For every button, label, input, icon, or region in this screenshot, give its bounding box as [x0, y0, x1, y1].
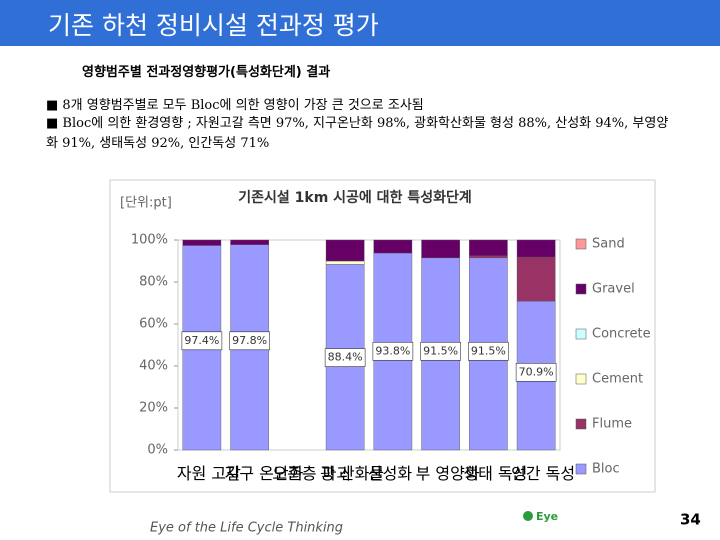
data-label: 93.8% — [375, 344, 410, 357]
data-label-box — [468, 341, 509, 361]
bar-segment — [469, 255, 508, 259]
legend-label: Cement — [592, 372, 643, 387]
data-label-box — [229, 331, 270, 351]
legend-label: Gravel — [592, 282, 635, 297]
data-label-box — [420, 341, 461, 361]
subtitle: 영향범주별 전과정영향평가(특성화단계) 결과 — [82, 65, 331, 80]
bar-segment — [516, 256, 556, 302]
bar-segment — [230, 239, 269, 245]
x-tick-label: 산성화 — [367, 464, 413, 483]
page-number: 34 — [680, 511, 701, 529]
bar-segment — [373, 239, 413, 254]
data-label: 97.8% — [232, 334, 267, 347]
legend-label: Concrete — [592, 327, 651, 342]
x-tick-label: 생태 독성 — [463, 464, 528, 483]
y-label: [단위:pt] — [120, 196, 172, 211]
y-tick-label: 60% — [139, 317, 168, 332]
data-label: 88.4% — [328, 351, 363, 364]
bar-segment — [182, 239, 222, 246]
x-tick-label: 지구 온난화 — [224, 464, 304, 483]
legend-swatch — [575, 238, 587, 250]
bullet: ■ Bloc에 의한 환경영향 ; 자원고갈 측면 97%, 지구온난화 98%… — [46, 116, 669, 151]
data-label-box — [324, 348, 366, 367]
data-label: 70.9% — [519, 365, 554, 378]
data-label-box — [181, 331, 223, 351]
legend-label: Sand — [592, 237, 625, 252]
slide-title: 기존 하천 정비시설 전과정 평가 — [48, 11, 379, 40]
chart-title: 기존시설 1km 시공에 대한 특성화단계 — [238, 189, 471, 206]
data-label: 97.4% — [184, 334, 219, 347]
y-tick-label: 20% — [139, 401, 168, 416]
slogan: Eye of the Life Cycle Thinking — [150, 521, 343, 536]
bar-segment — [421, 239, 460, 259]
legend-swatch — [575, 373, 587, 385]
x-tick-label: 자원 고갈 — [176, 464, 241, 483]
x-tick-label: 오존층 파괴 — [272, 464, 352, 483]
bar-segment — [469, 239, 508, 256]
bar-segment — [325, 239, 365, 262]
bar-segment — [516, 239, 556, 258]
y-tick-label: 100% — [131, 233, 168, 248]
y-tick-label: 0% — [147, 443, 168, 458]
legend-swatch — [575, 463, 587, 475]
y-tick-label: 80% — [139, 275, 168, 290]
logo: Eye — [536, 510, 558, 523]
logo-icon — [523, 511, 533, 521]
legend-swatch — [575, 418, 587, 430]
data-label-box — [515, 362, 557, 382]
data-label: 91.5% — [471, 344, 506, 357]
y-tick-label: 40% — [139, 359, 168, 374]
bar-segment — [325, 260, 365, 265]
x-tick-label: 부 영양화 — [415, 464, 480, 483]
data-label-box — [372, 341, 414, 361]
x-tick-label: 인간 독성 — [511, 464, 576, 483]
bullet: ■ 8개 영향범주별로 모두 Bloc에 의한 영향이 가장 큰 것으로 조사됨 — [46, 98, 424, 113]
legend-swatch — [575, 283, 587, 295]
title-bar — [0, 0, 720, 46]
x-tick-label: 광 산화물 — [320, 464, 385, 483]
legend-label: Bloc — [592, 462, 620, 477]
legend-swatch — [575, 328, 587, 340]
legend-label: Flume — [592, 417, 632, 432]
data-label: 91.5% — [423, 344, 458, 357]
